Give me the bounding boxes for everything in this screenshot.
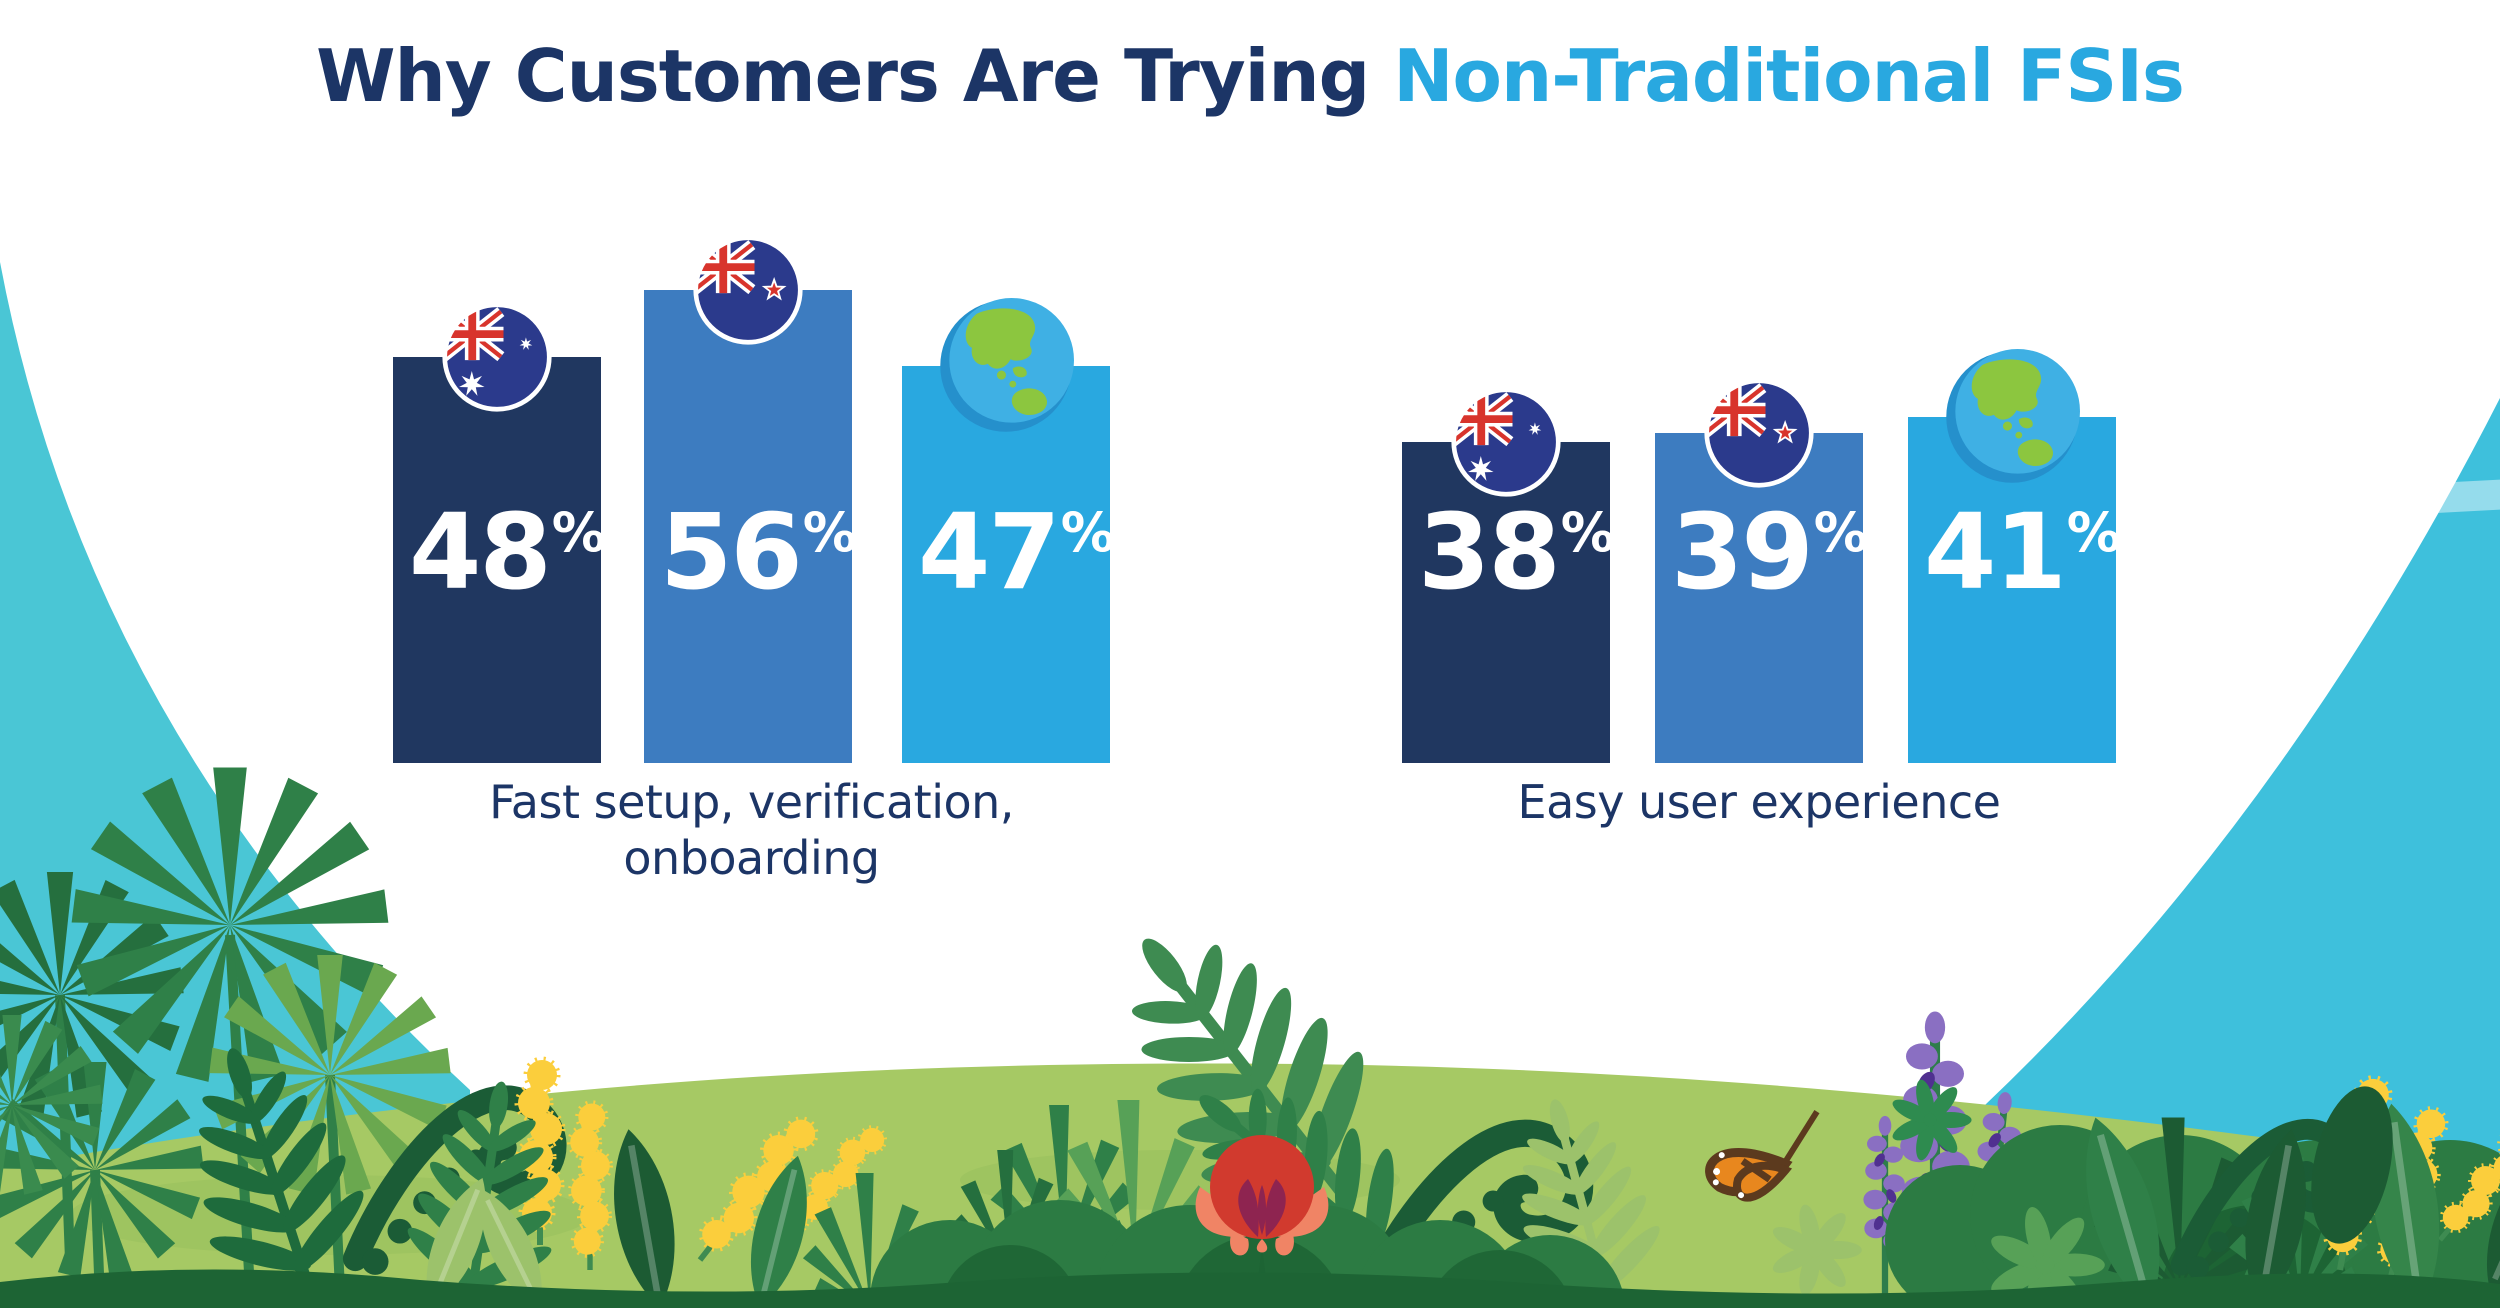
title-accent: Non-Traditional FSIs — [1393, 34, 2185, 118]
bar-global — [902, 366, 1110, 763]
percent-sign: % — [551, 501, 606, 564]
bar-value: 41% — [1924, 500, 2121, 604]
left-plants — [0, 767, 935, 1308]
bar-value: 47% — [918, 500, 1115, 604]
bar-value-number: 47 — [918, 491, 1061, 613]
bar-value-number: 39 — [1671, 491, 1814, 613]
percent-sign: % — [2066, 501, 2121, 564]
bar-value: 38% — [1418, 500, 1615, 604]
percent-sign: % — [1060, 501, 1115, 564]
bar-value: 39% — [1671, 500, 1868, 604]
bar-australia — [393, 357, 601, 763]
bar-value: 56% — [660, 500, 857, 604]
globe-icon — [1944, 349, 2080, 485]
bar-value-number: 48 — [409, 491, 552, 613]
new-zealand-flag-icon — [1703, 377, 1815, 489]
title-main: Why Customers Are Trying — [316, 34, 1370, 118]
left-teal-curve — [0, 262, 470, 1308]
globe-icon — [938, 298, 1074, 434]
percent-sign: % — [1560, 501, 1615, 564]
butterfly — [1705, 1109, 1820, 1202]
bar-value-number: 56 — [660, 491, 803, 613]
brush-streak — [2390, 479, 2500, 515]
bar-value-number: 38 — [1418, 491, 1561, 613]
australia-flag-icon — [441, 301, 553, 413]
bar-value-number: 41 — [1924, 491, 2067, 613]
percent-sign: % — [802, 501, 857, 564]
waratah-flower — [1195, 1135, 1329, 1308]
bar-new-zealand — [644, 290, 852, 763]
bottom-foliage-band — [0, 1269, 2500, 1308]
new-zealand-flag-icon — [692, 234, 804, 346]
percent-sign: % — [1813, 501, 1868, 564]
bar-value: 48% — [409, 500, 606, 604]
bar-new-zealand — [1655, 433, 1863, 763]
australia-flag-icon — [1450, 386, 1562, 498]
group-caption: Fast setup, verification, onboarding — [489, 775, 1014, 886]
page-title: Why Customers Are Trying Non-Traditional… — [0, 34, 2500, 118]
group-caption: Easy user experience — [1517, 775, 2001, 829]
